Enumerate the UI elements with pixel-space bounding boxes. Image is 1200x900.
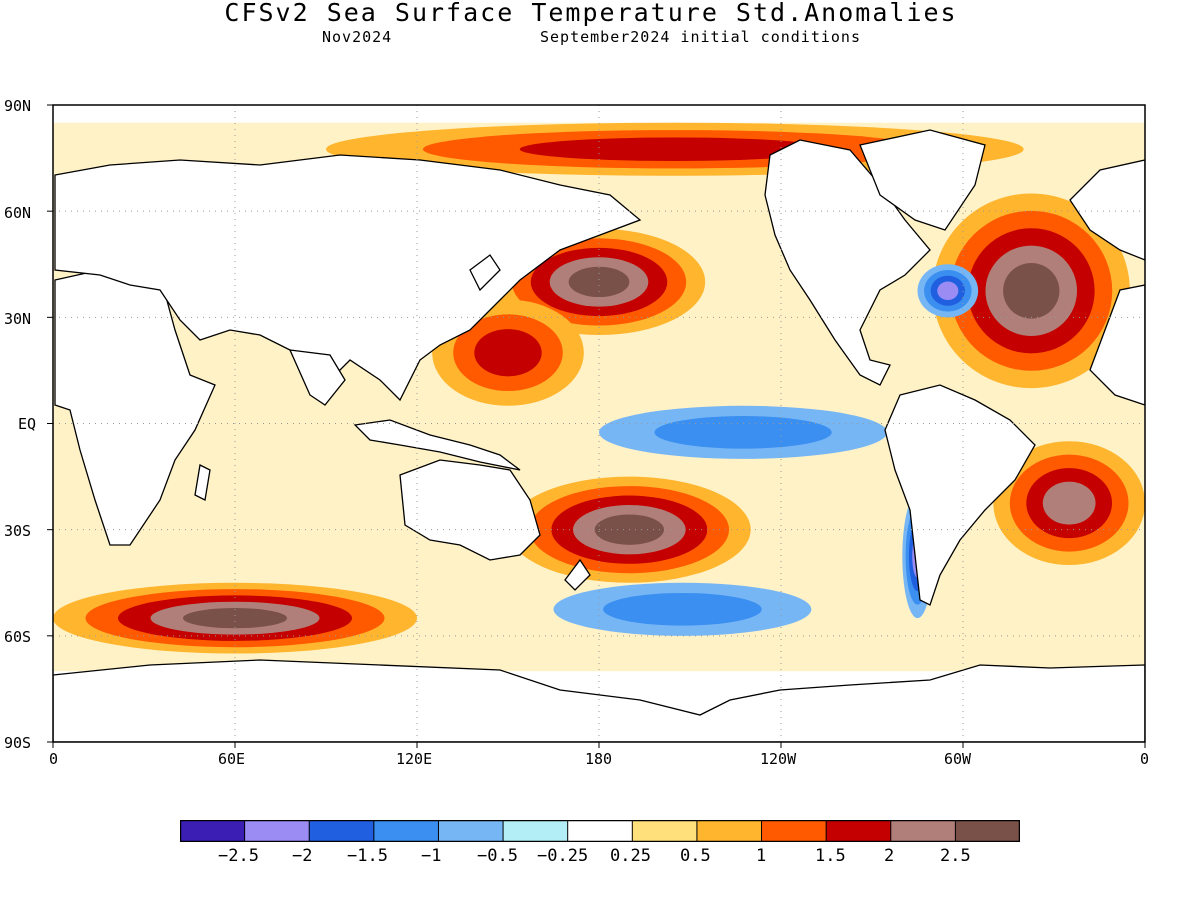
land-eurasia: [54, 154, 642, 402]
land-mask: [53, 129, 1145, 742]
lat-label-30s: 30S: [4, 522, 32, 540]
colorbar-swatch: [308, 820, 375, 842]
land-madagascar: [194, 464, 211, 501]
graticule: [53, 105, 1145, 742]
anomaly-region-3: [654, 416, 832, 449]
colorbar-swatch: [567, 820, 634, 842]
colorbar-swatch: [890, 820, 957, 842]
colorbar-label-2: −2: [292, 846, 313, 866]
lon-label-60w: 60W: [944, 750, 972, 768]
colorbar-label-7: 0.25: [610, 846, 651, 866]
land-antarctica: [53, 659, 1145, 742]
colorbar: [180, 820, 1020, 842]
lon-label-180: 180: [585, 750, 613, 768]
colorbar-label-10: 1.5: [815, 846, 846, 866]
land-eurasia-west: [1069, 159, 1145, 261]
land-south-america: [884, 384, 1036, 606]
chart-title: CFSv2 Sea Surface Temperature Std.Anomal…: [224, 0, 958, 27]
land-africa-east: [1089, 284, 1145, 406]
land-greenland: [859, 129, 986, 231]
colorbar-label-8: 0.5: [680, 846, 711, 866]
colorbar-swatch: [696, 820, 763, 842]
land-new-zealand: [564, 558, 591, 591]
lon-label-120e: 120E: [396, 750, 433, 768]
anomaly-region-1: [568, 266, 630, 298]
lat-label-60n: 60N: [4, 204, 32, 222]
land-australia: [399, 459, 541, 561]
lat-label-30n: 30N: [4, 310, 32, 328]
lat-label-90s: 90S: [4, 734, 32, 752]
colorbar-label-6: −0.25: [537, 846, 589, 866]
anomaly-region-8: [183, 608, 287, 629]
colorbar-swatch: [180, 820, 246, 842]
lon-label-120w: 120W: [760, 750, 797, 768]
colorbar-swatch: [373, 820, 440, 842]
anomaly-region-7: [1042, 481, 1096, 525]
anomaly-region-6: [937, 281, 959, 301]
colorbar-label-5: −0.5: [477, 846, 518, 866]
colorbar-swatch: [631, 820, 698, 842]
land-india: [288, 349, 346, 406]
land-japan: [469, 254, 501, 292]
colorbar-label-9: 1: [756, 846, 767, 866]
lon-label-0-east: 0: [1140, 750, 1150, 768]
land-africa: [54, 269, 216, 546]
lat-label-90n: 90N: [4, 97, 32, 115]
colorbar-swatch: [954, 820, 1020, 842]
colorbar-label-12: 2.5: [940, 846, 971, 866]
lat-label-60s: 60S: [4, 628, 32, 646]
colorbar-label-3: −1.5: [347, 846, 388, 866]
colorbar-label-1: −2.5: [218, 846, 259, 866]
colorbar-swatch: [825, 820, 892, 842]
initial-conditions: September2024 initial conditions: [540, 28, 861, 46]
lat-label-eq: EQ: [18, 415, 37, 433]
anomaly-region-9: [603, 592, 762, 626]
colorbar-swatch: [761, 820, 828, 842]
anomaly-region-10: [519, 137, 830, 162]
colorbar-swatch: [437, 820, 505, 842]
lon-label-60e: 60E: [218, 750, 246, 768]
anomaly-region-2: [474, 329, 542, 377]
anomaly-region-5: [1003, 262, 1060, 319]
lon-label-0: 0: [49, 750, 59, 768]
colorbar-label-4: −1: [421, 846, 442, 866]
colorbar-swatch: [502, 820, 569, 842]
forecast-month: Nov2024: [322, 28, 393, 46]
colorbar-label-11: 2: [884, 846, 895, 866]
colorbar-swatch: [244, 820, 311, 842]
